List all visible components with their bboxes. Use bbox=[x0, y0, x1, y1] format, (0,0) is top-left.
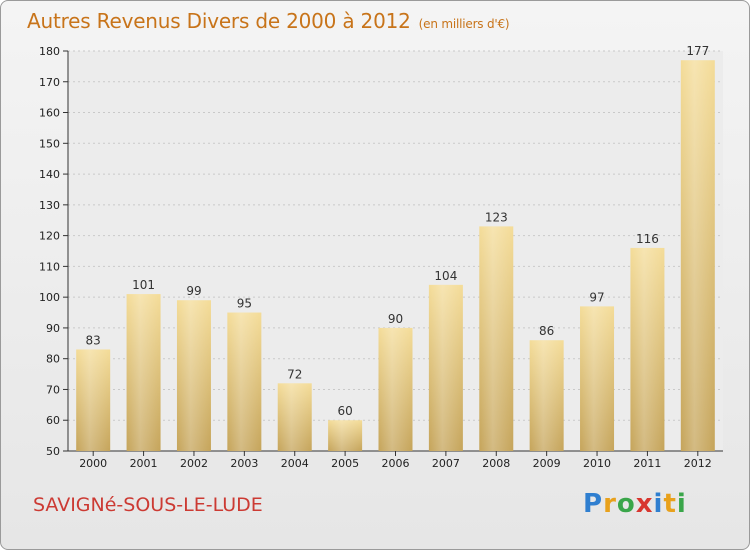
brand-letter: i bbox=[653, 489, 664, 519]
x-tick-label: 2009 bbox=[533, 457, 561, 470]
data-label: 99 bbox=[186, 284, 201, 298]
title-unit: (en milliers d'€) bbox=[418, 17, 510, 31]
x-tick-label: 2000 bbox=[79, 457, 107, 470]
brand-letter: i bbox=[676, 489, 687, 519]
x-tick-label: 2001 bbox=[130, 457, 158, 470]
brand-logo: Proxiti bbox=[583, 489, 687, 519]
y-tick-label: 110 bbox=[39, 260, 60, 273]
data-label: 177 bbox=[686, 44, 709, 58]
brand-letter: P bbox=[583, 489, 604, 519]
bar-shine bbox=[378, 327, 413, 451]
y-tick-label: 80 bbox=[46, 353, 60, 366]
data-label: 60 bbox=[337, 404, 352, 418]
data-label: 86 bbox=[539, 324, 554, 338]
bar-shine bbox=[479, 226, 514, 451]
bar-shine bbox=[176, 300, 211, 451]
x-tick-label: 2010 bbox=[583, 457, 611, 470]
brand-letter: r bbox=[603, 489, 617, 519]
y-tick-label: 100 bbox=[39, 291, 60, 304]
data-label: 101 bbox=[132, 278, 155, 292]
x-tick-label: 2005 bbox=[331, 457, 359, 470]
y-tick-label: 150 bbox=[39, 137, 60, 150]
bar-shine bbox=[277, 383, 312, 451]
bar-shine bbox=[76, 349, 111, 451]
x-tick-label: 2011 bbox=[633, 457, 661, 470]
x-tick-label: 2008 bbox=[482, 457, 510, 470]
y-tick-label: 160 bbox=[39, 107, 60, 120]
chart-title: Autres Revenus Divers de 2000 à 2012 (en … bbox=[27, 9, 510, 33]
data-label: 90 bbox=[388, 312, 403, 326]
x-tick-label: 2003 bbox=[230, 457, 258, 470]
brand-letter: x bbox=[635, 489, 654, 519]
x-tick-label: 2002 bbox=[180, 457, 208, 470]
bar-shine bbox=[328, 420, 363, 451]
x-tick-label: 2012 bbox=[684, 457, 712, 470]
y-tick-label: 120 bbox=[39, 230, 60, 243]
y-tick-label: 130 bbox=[39, 199, 60, 212]
y-tick-label: 90 bbox=[46, 322, 60, 335]
bar-shine bbox=[529, 340, 564, 451]
data-label: 83 bbox=[86, 333, 101, 347]
bar-shine bbox=[680, 60, 715, 451]
data-label: 116 bbox=[636, 232, 659, 246]
location-name: SAVIGNé-SOUS-LE-LUDE bbox=[33, 494, 263, 516]
y-tick-label: 70 bbox=[46, 383, 60, 396]
y-tick-label: 170 bbox=[39, 76, 60, 89]
title-text: Autres Revenus Divers de 2000 à 2012 bbox=[27, 9, 411, 33]
y-tick-label: 140 bbox=[39, 168, 60, 181]
y-tick-label: 180 bbox=[39, 45, 60, 58]
bar-shine bbox=[227, 312, 262, 451]
data-label: 95 bbox=[237, 297, 252, 311]
brand-letter: t bbox=[663, 489, 677, 519]
data-label: 72 bbox=[287, 367, 302, 381]
x-tick-label: 2004 bbox=[281, 457, 309, 470]
data-label: 104 bbox=[434, 269, 457, 283]
bar-shine bbox=[630, 247, 665, 451]
x-tick-label: 2007 bbox=[432, 457, 460, 470]
data-label: 123 bbox=[485, 210, 508, 224]
data-label: 97 bbox=[589, 290, 604, 304]
bar-shine bbox=[428, 284, 463, 451]
y-tick-label: 50 bbox=[46, 445, 60, 458]
y-tick-label: 60 bbox=[46, 414, 60, 427]
bar-shine bbox=[126, 294, 161, 451]
bar-shine bbox=[580, 306, 615, 451]
brand-letter: o bbox=[616, 489, 636, 519]
x-tick-label: 2006 bbox=[382, 457, 410, 470]
